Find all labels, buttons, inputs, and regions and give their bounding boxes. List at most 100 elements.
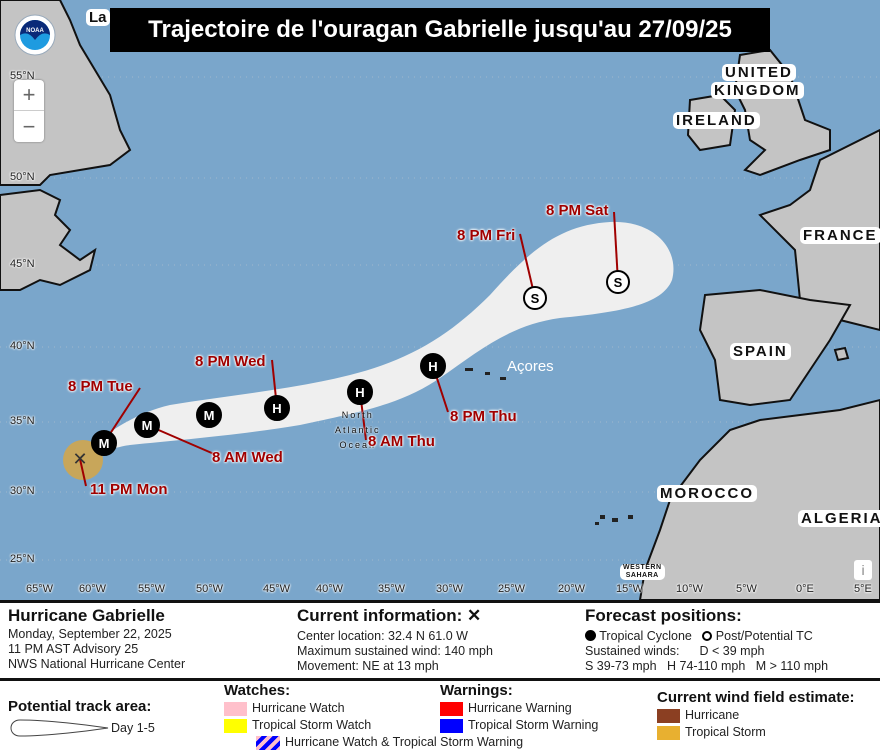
current-position-marker[interactable]: ✕ — [72, 449, 87, 469]
country-label-ireland: IRELAND — [673, 112, 760, 129]
current-info-title: Current information: ✕ — [297, 606, 481, 626]
post-tc-label: Post/Potential TC — [715, 629, 813, 643]
latitude-label: 25°N — [10, 553, 35, 565]
center-location: Center location: 32.4 N 61.0 W — [297, 629, 468, 643]
intensity-letter: M — [142, 418, 153, 433]
country-label-morocco: MOROCCO — [657, 485, 757, 502]
ts-watch-label: Tropical Storm Watch — [252, 718, 372, 732]
zoom-in-button[interactable]: + — [14, 80, 44, 111]
latitude-label: 30°N — [10, 485, 35, 497]
hurricane-map[interactable]: ✕ M M M H H H S S Trajectoire de l'ouragan Gabri… — [0, 0, 880, 600]
watch-hurricane: Hurricane Watch — [224, 701, 345, 716]
wind-ts-swatch — [657, 725, 680, 740]
combo-swatch — [256, 735, 280, 750]
islands — [465, 368, 633, 525]
track-area-title: Potential track area: — [8, 698, 152, 715]
latitude-label: 35°N — [10, 415, 35, 427]
place-label-acores: Açores — [507, 358, 554, 375]
forecast-time-label: 8 PM Fri — [457, 227, 516, 244]
longitude-label: 5°E — [854, 583, 872, 595]
longitude-label: 35°W — [378, 583, 406, 595]
longitude-label: 40°W — [316, 583, 344, 595]
intensity-letter: M — [99, 436, 110, 451]
wind-field-tropical-storm — [63, 440, 103, 480]
sardinia-balearics — [833, 346, 850, 362]
forecast-point-s[interactable]: S — [606, 270, 630, 294]
intensity-letter: S — [614, 275, 623, 290]
forecast-point-m[interactable]: M — [196, 402, 222, 428]
forecast-time-label: 8 PM Thu — [450, 408, 517, 425]
forecast-key: Tropical Cyclone Post/Potential TC Susta… — [585, 629, 828, 674]
forecast-point-h[interactable]: H — [420, 353, 446, 379]
country-label-uk-line2: KINGDOM — [711, 82, 804, 99]
current-info-label: Current information: — [297, 606, 463, 625]
forecast-point-h[interactable]: H — [347, 379, 373, 405]
intensity-letter: H — [272, 401, 281, 416]
forecast-point-h[interactable]: H — [264, 395, 290, 421]
longitude-label: 0°E — [796, 583, 814, 595]
wind-field-title: Current wind field estimate: — [657, 689, 855, 706]
x-icon: ✕ — [72, 449, 87, 469]
longitude-label: 10°W — [676, 583, 704, 595]
forecast-time-label: 8 PM Tue — [68, 378, 133, 395]
warning-hurricane: Hurricane Warning — [440, 701, 572, 716]
intensity-letter: S — [531, 291, 540, 306]
hurricane-warning-label: Hurricane Warning — [468, 701, 572, 715]
western-sahara-line2: SAHARA — [625, 572, 659, 579]
watches-title: Watches: — [224, 682, 291, 699]
advisory-info: Monday, September 22, 2025 11 PM AST Adv… — [8, 627, 185, 672]
longitude-label: 45°W — [263, 583, 291, 595]
longitude-label: 25°W — [498, 583, 526, 595]
advisory-number: 11 PM AST Advisory 25 — [8, 642, 139, 656]
info-button[interactable]: i — [854, 560, 872, 580]
ocean-line3: Ocean — [339, 440, 377, 450]
day-range: Day 1-5 — [111, 721, 155, 735]
potential-track-cone — [95, 221, 674, 450]
forecast-point-m[interactable]: M — [134, 412, 160, 438]
movement: Movement: NE at 13 mph — [297, 659, 439, 673]
africa — [638, 398, 880, 600]
warning-ts: Tropical Storm Warning — [440, 718, 598, 733]
longitude-label: 50°W — [196, 583, 224, 595]
longitude-label: 65°W — [26, 583, 54, 595]
forecast-time-label: 8 AM Thu — [368, 433, 435, 450]
forecast-time-label: 8 AM Wed — [212, 449, 283, 466]
legend-divider — [0, 678, 880, 681]
wind-hurricane: Hurricane — [657, 708, 739, 723]
wind-ts: Tropical Storm — [657, 725, 766, 740]
longitude-label: 30°W — [436, 583, 464, 595]
current-info: Center location: 32.4 N 61.0 W Maximum s… — [297, 629, 493, 674]
longitude-label: 5°W — [736, 583, 757, 595]
hurricane-watch-swatch — [224, 701, 247, 716]
d-range: D < 39 mph — [699, 644, 765, 658]
advisory-date: Monday, September 22, 2025 — [8, 627, 172, 641]
map-title: Trajectoire de l'ouragan Gabrielle jusqu… — [110, 8, 770, 52]
forecast-positions-title: Forecast positions: — [585, 606, 742, 625]
forecast-time-label: 11 PM Mon — [90, 481, 168, 498]
intensity-letter: H — [428, 359, 437, 374]
longitude-label: 20°W — [558, 583, 586, 595]
forecast-point-m[interactable]: M — [91, 430, 117, 456]
forecast-point-s[interactable]: S — [523, 286, 547, 310]
wind-hurricane-swatch — [657, 708, 680, 723]
ts-warning-swatch — [440, 718, 463, 733]
place-label-north-atlantic: North Atlantic Ocean — [335, 408, 381, 453]
cone-shape-icon — [10, 719, 109, 737]
watch-ts: Tropical Storm Watch — [224, 718, 371, 733]
max-wind: Maximum sustained wind: 140 mph — [297, 644, 493, 658]
latitude-label: 50°N — [10, 171, 35, 183]
track-label-leader — [79, 458, 87, 487]
wind-hurricane-label: Hurricane — [685, 708, 740, 722]
warnings-title: Warnings: — [440, 682, 513, 699]
forecast-time-label: 8 PM Wed — [195, 353, 266, 370]
intensity-letter: M — [204, 408, 215, 423]
storm-name: Hurricane Gabrielle — [8, 606, 165, 625]
zoom-out-button[interactable]: − — [22, 113, 36, 139]
open-circle-icon — [702, 631, 713, 641]
newfoundland — [0, 188, 97, 291]
latitude-label: 45°N — [10, 258, 35, 270]
hurricane-watch-label: Hurricane Watch — [252, 701, 345, 715]
current-position-x-icon: ✕ — [467, 606, 482, 625]
noaa-logo: NOAA — [14, 14, 56, 56]
country-label-labrador: La — [86, 9, 110, 26]
